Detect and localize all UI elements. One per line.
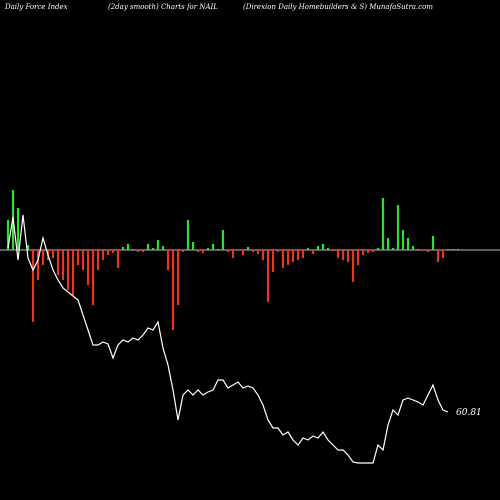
force-bar-22 <box>121 247 125 250</box>
force-bar-73 <box>381 198 385 250</box>
force-bar-62 <box>326 248 330 250</box>
force-bar-48 <box>256 250 260 254</box>
force-bar-25 <box>136 250 140 252</box>
force-bar-13 <box>76 250 80 265</box>
force-bar-0 <box>6 220 10 250</box>
force-bar-8 <box>51 250 55 258</box>
force-bar-72 <box>376 248 380 250</box>
force-bar-20 <box>111 250 115 253</box>
force-bar-9 <box>56 250 60 275</box>
force-bar-29 <box>156 240 160 250</box>
force-bar-16 <box>91 250 95 305</box>
force-bar-40 <box>211 244 215 250</box>
force-bar-53 <box>281 250 285 268</box>
force-bar-57 <box>301 250 305 258</box>
force-bar-26 <box>141 250 145 252</box>
force-bar-60 <box>316 246 320 250</box>
force-bar-52 <box>276 250 280 252</box>
force-bar-5 <box>36 250 40 280</box>
force-bar-79 <box>411 246 415 250</box>
force-bar-63 <box>331 250 335 251</box>
force-bar-67 <box>351 250 355 282</box>
force-bar-75 <box>391 248 395 250</box>
force-bar-17 <box>96 250 100 270</box>
force-bar-19 <box>106 250 110 255</box>
force-index-bars <box>6 190 460 330</box>
force-bar-70 <box>366 250 370 253</box>
force-bar-15 <box>86 250 90 285</box>
last-value-label: 60.81 <box>456 408 482 418</box>
force-bar-32 <box>171 250 175 330</box>
force-bar-14 <box>81 250 85 270</box>
force-bar-81 <box>421 250 425 251</box>
force-bar-88 <box>456 249 460 250</box>
chart-header-source: (Direxion Daily Homebuilders & S) Munafa… <box>243 3 433 11</box>
force-bar-46 <box>246 247 250 250</box>
force-bar-65 <box>341 250 345 260</box>
force-bar-71 <box>371 250 375 252</box>
force-bar-42 <box>221 230 225 250</box>
force-bar-6 <box>41 250 45 265</box>
force-bar-31 <box>166 250 170 270</box>
force-bar-87 <box>451 249 455 250</box>
force-bar-83 <box>431 236 435 250</box>
force-bar-54 <box>286 250 290 265</box>
force-bar-10 <box>61 250 65 280</box>
force-bar-49 <box>261 250 265 260</box>
force-bar-80 <box>416 249 420 250</box>
force-bar-36 <box>191 242 195 250</box>
force-bar-38 <box>201 250 205 253</box>
force-bar-61 <box>321 244 325 250</box>
force-bar-28 <box>151 248 155 250</box>
chart-header-left: Daily Force Index <box>5 3 68 11</box>
force-bar-18 <box>101 250 105 260</box>
force-bar-76 <box>396 205 400 250</box>
force-bar-82 <box>426 250 430 252</box>
force-bar-4 <box>31 250 35 322</box>
force-bar-66 <box>346 250 350 262</box>
force-bar-84 <box>436 250 440 262</box>
force-bar-2 <box>16 208 20 250</box>
force-bar-23 <box>126 244 130 250</box>
force-bar-58 <box>306 248 310 250</box>
force-bar-30 <box>161 246 165 250</box>
force-bar-59 <box>311 250 315 254</box>
force-bar-45 <box>241 250 245 255</box>
force-bar-64 <box>336 250 340 258</box>
force-bar-55 <box>291 250 295 262</box>
force-bar-47 <box>251 250 255 252</box>
force-bar-33 <box>176 250 180 305</box>
force-bar-34 <box>181 250 185 252</box>
force-bar-12 <box>71 250 75 295</box>
force-bar-41 <box>216 249 220 250</box>
price-line <box>7 214 449 464</box>
force-bar-86 <box>446 249 450 250</box>
force-bar-78 <box>406 238 410 250</box>
force-bar-77 <box>401 230 405 250</box>
force-bar-69 <box>361 250 365 255</box>
force-bar-24 <box>131 249 135 250</box>
force-bar-51 <box>271 250 275 272</box>
force-bar-35 <box>186 220 190 250</box>
chart-header-title: (2day smooth) Charts for NAIL <box>108 3 218 11</box>
force-bar-68 <box>356 250 360 265</box>
force-bar-37 <box>196 250 200 252</box>
force-bar-3 <box>26 245 30 250</box>
force-bar-74 <box>386 238 390 250</box>
force-bar-21 <box>116 250 120 268</box>
force-bar-44 <box>231 250 235 258</box>
force-bar-11 <box>66 250 70 290</box>
force-bar-50 <box>266 250 270 302</box>
force-bar-56 <box>296 250 300 260</box>
force-bar-43 <box>226 250 230 252</box>
force-bar-39 <box>206 248 210 250</box>
force-bar-85 <box>441 250 445 258</box>
force-bar-27 <box>146 244 150 250</box>
